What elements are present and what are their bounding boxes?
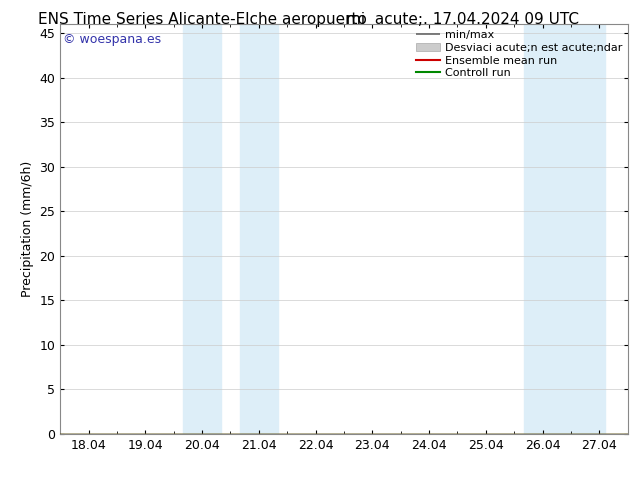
Text: © woespana.es: © woespana.es (63, 33, 161, 46)
Y-axis label: Precipitation (mm/6h): Precipitation (mm/6h) (21, 161, 34, 297)
Text: ENS Time Series Alicante-Elche aeropuerto: ENS Time Series Alicante-Elche aeropuert… (39, 12, 367, 27)
Legend: min/max, Desviaci acute;n est acute;ndar, Ensemble mean run, Controll run: min/max, Desviaci acute;n est acute;ndar… (413, 28, 624, 81)
Bar (183, 24, 221, 434)
Text: mi  acute;. 17.04.2024 09 UTC: mi acute;. 17.04.2024 09 UTC (346, 12, 579, 27)
Bar (240, 24, 278, 434)
Bar (524, 24, 605, 434)
